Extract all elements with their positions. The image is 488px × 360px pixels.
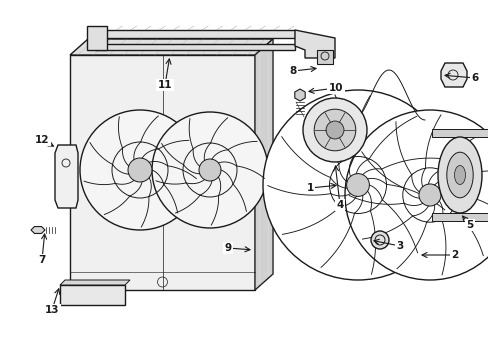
- Bar: [60, 285, 125, 305]
- Polygon shape: [294, 89, 305, 101]
- Bar: [70, 55, 254, 290]
- Circle shape: [80, 110, 200, 230]
- Bar: [95, 44, 294, 50]
- Bar: [316, 50, 332, 64]
- Ellipse shape: [453, 166, 465, 184]
- Polygon shape: [440, 63, 466, 87]
- Text: 6: 6: [470, 73, 478, 83]
- Text: 7: 7: [38, 255, 45, 265]
- Text: 9: 9: [224, 243, 231, 253]
- Text: 3: 3: [396, 241, 403, 251]
- Text: 4: 4: [336, 200, 343, 210]
- Bar: [431, 129, 487, 137]
- Text: 10: 10: [328, 83, 343, 93]
- Polygon shape: [55, 145, 78, 208]
- Polygon shape: [254, 39, 272, 290]
- Circle shape: [370, 231, 388, 249]
- Polygon shape: [31, 226, 45, 234]
- Text: 5: 5: [466, 220, 473, 230]
- Circle shape: [152, 112, 267, 228]
- Circle shape: [346, 174, 368, 197]
- Circle shape: [263, 90, 452, 280]
- Bar: [87, 26, 107, 50]
- Circle shape: [345, 110, 488, 280]
- Text: 11: 11: [158, 80, 172, 90]
- Polygon shape: [60, 280, 130, 285]
- Text: 8: 8: [289, 66, 296, 76]
- Ellipse shape: [446, 152, 472, 198]
- Circle shape: [303, 98, 366, 162]
- Polygon shape: [294, 30, 334, 58]
- Circle shape: [128, 158, 152, 182]
- Text: 1: 1: [306, 183, 313, 193]
- Polygon shape: [70, 39, 272, 55]
- Bar: [95, 30, 294, 38]
- Bar: [431, 213, 487, 221]
- Text: 13: 13: [45, 305, 59, 315]
- Circle shape: [314, 109, 355, 151]
- Circle shape: [325, 121, 343, 139]
- Circle shape: [418, 184, 440, 206]
- Ellipse shape: [437, 137, 481, 213]
- Text: 12: 12: [35, 135, 49, 145]
- Text: 2: 2: [450, 250, 458, 260]
- Circle shape: [199, 159, 221, 181]
